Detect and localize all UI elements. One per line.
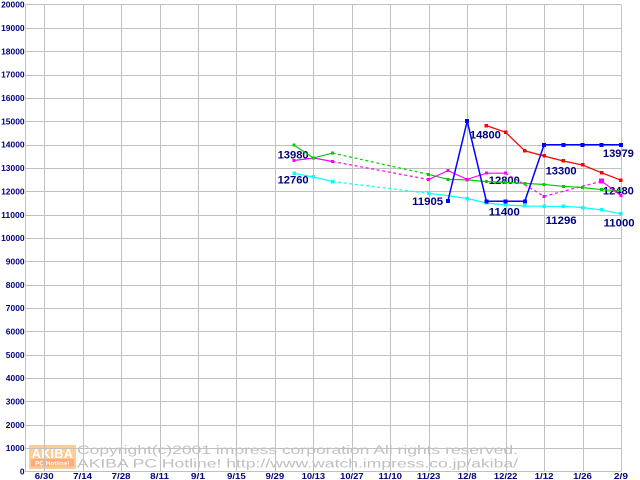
svg-text:18000: 18000 (1, 46, 25, 56)
svg-text:15000: 15000 (1, 116, 25, 126)
svg-text:AKIBA: AKIBA (32, 447, 74, 461)
svg-text:1/12: 1/12 (535, 471, 554, 480)
svg-text:12760: 12760 (278, 174, 309, 186)
svg-text:9/15: 9/15 (227, 471, 246, 480)
svg-text:10000: 10000 (1, 233, 25, 243)
svg-text:7000: 7000 (6, 303, 25, 313)
svg-text:9/1: 9/1 (191, 471, 205, 480)
svg-text:10/27: 10/27 (340, 471, 364, 480)
svg-text:9/29: 9/29 (266, 471, 285, 480)
svg-text:11000: 11000 (604, 217, 635, 229)
svg-text:PC Hotline!: PC Hotline! (35, 461, 70, 467)
svg-text:7/28: 7/28 (112, 471, 131, 480)
svg-text:7/14: 7/14 (73, 471, 92, 480)
svg-text:2000: 2000 (6, 420, 25, 430)
svg-text:12480: 12480 (603, 186, 634, 198)
svg-text:14000: 14000 (1, 140, 25, 150)
svg-text:1/26: 1/26 (573, 471, 592, 480)
svg-text:3000: 3000 (6, 397, 25, 407)
svg-text:12/8: 12/8 (458, 471, 477, 480)
svg-text:8000: 8000 (6, 280, 25, 290)
svg-text:10/13: 10/13 (302, 471, 326, 480)
svg-text:8/11: 8/11 (150, 471, 169, 480)
svg-text:20000: 20000 (1, 0, 25, 10)
svg-text:17000: 17000 (1, 70, 25, 80)
svg-text:13980: 13980 (278, 150, 309, 162)
svg-text:4000: 4000 (6, 373, 25, 383)
svg-text:1000: 1000 (6, 443, 25, 453)
svg-text:0: 0 (20, 467, 25, 477)
svg-text:9000: 9000 (6, 256, 25, 266)
svg-text:13000: 13000 (1, 163, 25, 173)
svg-text:Copyright(c)2001 impress corpo: Copyright(c)2001 impress corporation All… (77, 445, 518, 457)
svg-text:11/10: 11/10 (379, 471, 403, 480)
svg-text:16000: 16000 (1, 93, 25, 103)
svg-text:2/9: 2/9 (614, 471, 628, 480)
svg-text:AKIBA PC Hotline! http://www.: AKIBA PC Hotline! http://www.watch.impre… (77, 459, 519, 471)
svg-text:12/22: 12/22 (494, 471, 518, 480)
svg-text:11400: 11400 (489, 207, 520, 219)
svg-text:13300: 13300 (546, 165, 577, 177)
svg-text:19000: 19000 (1, 23, 25, 33)
svg-text:11905: 11905 (412, 196, 443, 208)
svg-text:11/23: 11/23 (417, 471, 441, 480)
svg-text:13979: 13979 (603, 148, 634, 160)
svg-text:11000: 11000 (1, 210, 25, 220)
svg-text:5000: 5000 (6, 350, 25, 360)
svg-text:6000: 6000 (6, 327, 25, 337)
svg-text:14800: 14800 (470, 130, 501, 142)
svg-text:11296: 11296 (546, 215, 577, 227)
svg-text:6/30: 6/30 (35, 471, 54, 480)
svg-text:12000: 12000 (1, 186, 25, 196)
